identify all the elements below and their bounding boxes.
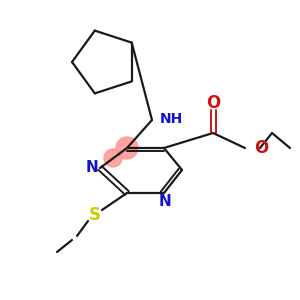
Text: O: O: [254, 139, 268, 157]
Text: S: S: [89, 206, 101, 224]
Text: O: O: [206, 94, 220, 112]
Circle shape: [116, 137, 138, 159]
Text: N: N: [85, 160, 98, 175]
Text: N: N: [159, 194, 171, 209]
Circle shape: [104, 149, 122, 167]
Text: NH: NH: [160, 112, 183, 126]
